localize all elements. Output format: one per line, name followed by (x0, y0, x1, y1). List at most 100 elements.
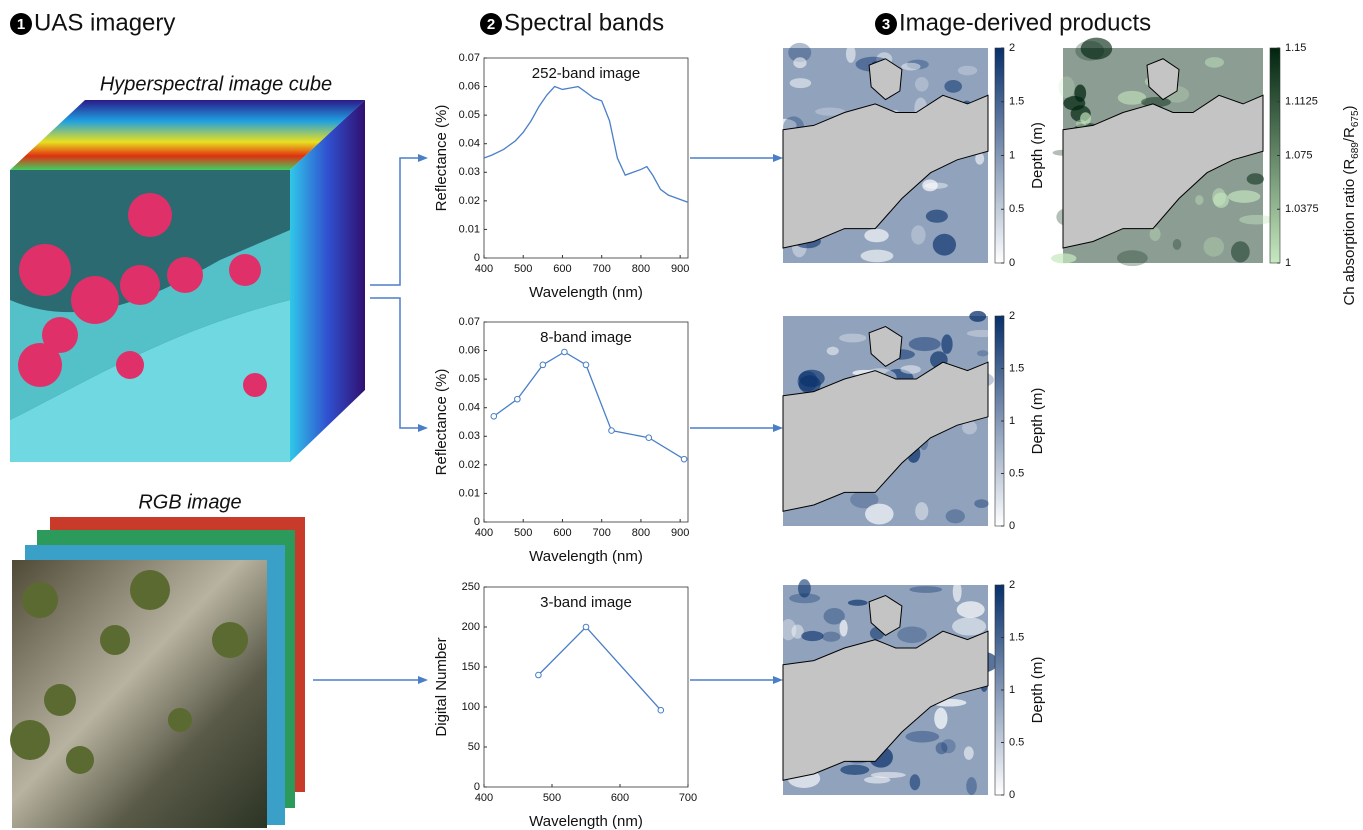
point (514, 395, 521, 403)
map-patch (915, 502, 929, 521)
map-patch (909, 586, 943, 593)
colorbar-tick-label: 1 (1285, 257, 1291, 269)
x-tick-label: 600 (553, 263, 571, 275)
map-patch (957, 65, 978, 76)
header-title: Image-derived products (899, 9, 1151, 36)
point (582, 361, 590, 369)
map-patch (850, 490, 879, 509)
y-tick-label: 0.05 (459, 373, 480, 385)
x-axis-label: Wavelength (nm) (529, 813, 643, 830)
map-patch (944, 80, 963, 93)
map-patch (952, 581, 962, 603)
colorbar-tick-label: 2 (1009, 310, 1015, 322)
y-tick-label: 0.04 (459, 402, 480, 414)
colorbar-tick-label: 1.5 (1009, 631, 1024, 643)
map-patch (801, 630, 824, 642)
colorbar-tick-label: 1 (1009, 149, 1015, 161)
map-patch (1080, 112, 1091, 125)
y-tick-label: 0.02 (459, 195, 480, 207)
point (680, 455, 688, 463)
x-tick-label: 700 (593, 263, 611, 275)
x-tick-label: 900 (671, 527, 689, 539)
map-patch (865, 503, 894, 525)
point (645, 434, 653, 442)
x-tick-label: 400 (475, 527, 493, 539)
colorbar-label: Depth (m) (1029, 388, 1046, 455)
map-island (868, 58, 903, 101)
map-patch (977, 350, 989, 357)
map-island (1146, 58, 1180, 101)
colorbar-tick-label: 0 (1009, 520, 1015, 532)
colorbar-tick-label: 2 (1009, 42, 1015, 54)
map-patch (922, 179, 938, 192)
map-patch (935, 742, 948, 755)
point (539, 361, 547, 369)
rgb-trees (10, 570, 248, 774)
label-part: Ch absorption ratio (R (1341, 159, 1358, 306)
map-patch (860, 249, 894, 263)
x-tick-label: 800 (632, 263, 650, 275)
colorbar-tick-label: 1 (1009, 415, 1015, 427)
y-axis-label: Reflectance (%) (433, 105, 450, 212)
map-patch (911, 225, 926, 245)
label-part: 689 (1350, 142, 1361, 159)
y-tick-label: 0.04 (459, 138, 480, 150)
header-number: 1 (17, 16, 25, 33)
cube-top (10, 100, 365, 170)
map-water (1062, 94, 1264, 249)
chart-title: 3-band image (540, 594, 632, 611)
x-tick-label: 700 (679, 792, 697, 804)
cube-side (290, 100, 365, 462)
map-patch (798, 579, 811, 598)
plot-frame (483, 586, 689, 788)
colorbar-tick-label: 1.0375 (1285, 203, 1319, 215)
label-part: ) (1341, 105, 1358, 110)
x-axis-label: Wavelength (nm) (529, 548, 643, 565)
label-part: 675 (1350, 110, 1361, 127)
map-patch (1228, 190, 1261, 203)
map-patch (1195, 195, 1204, 206)
map-patch (1080, 37, 1113, 60)
map-patch (1212, 188, 1226, 206)
map-island (868, 594, 903, 637)
map-patch (974, 499, 989, 509)
map-patch (975, 152, 985, 165)
cube-bank (10, 230, 290, 420)
y-tick-label: 0.02 (459, 459, 480, 471)
y-tick-label: 100 (462, 701, 480, 713)
map-patch (925, 209, 948, 223)
point (608, 427, 615, 434)
chart-title: 252-band image (532, 65, 640, 82)
y-tick-label: 50 (468, 741, 480, 753)
colorbar-tick-label: 1.5 (1009, 362, 1024, 374)
point (582, 623, 590, 631)
y-tick-label: 0.07 (459, 52, 480, 64)
header-badge (480, 13, 502, 35)
map-patch (789, 593, 821, 604)
header-title: UAS imagery (34, 9, 175, 36)
header-number: 3 (882, 16, 890, 33)
map-patch (845, 44, 856, 63)
y-tick-label: 0.06 (459, 344, 480, 356)
map-patch (839, 619, 848, 637)
y-tick-label: 250 (462, 581, 480, 593)
map-water (782, 361, 989, 512)
map-patch (1051, 253, 1077, 264)
map-patch (901, 62, 921, 71)
colorbar-label: Ch absorption ratio (R689/R675) (1341, 105, 1361, 305)
map-patch (966, 777, 977, 796)
map-patch (864, 228, 889, 243)
x-tick-label: 400 (475, 792, 493, 804)
map-patch (1117, 90, 1147, 105)
colorbar-tick-label: 0 (1009, 257, 1015, 269)
map-patch (952, 617, 987, 636)
map-patch (826, 346, 839, 356)
colorbar-tick-label: 0.5 (1009, 736, 1024, 748)
line (493, 351, 685, 460)
y-tick-label: 0.03 (459, 430, 480, 442)
y-tick-label: 0.07 (459, 316, 480, 328)
map-patch (1075, 40, 1105, 61)
header-badge (875, 13, 897, 35)
y-tick-label: 200 (462, 621, 480, 633)
map-patch (1203, 236, 1225, 257)
